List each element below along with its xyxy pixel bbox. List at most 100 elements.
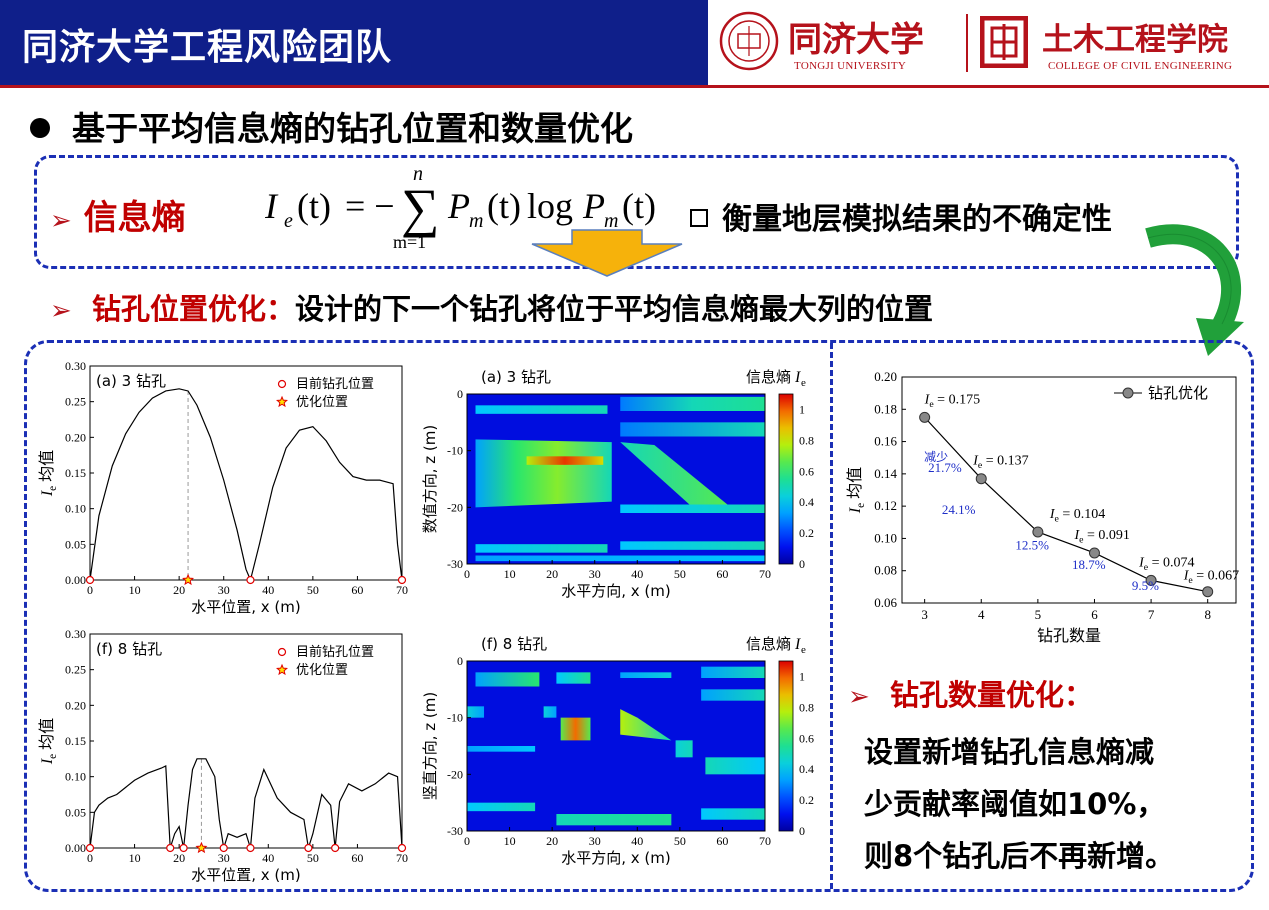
colorbar-tick-label: 0.4: [799, 495, 814, 509]
y-axis-label: Ie 均值: [38, 718, 59, 765]
colorbar-tick-label: 1: [799, 402, 805, 416]
y-tick-label: 0.08: [874, 563, 897, 578]
colorbar-label: 信息熵: [746, 635, 791, 653]
y-tick-label: -30: [447, 557, 463, 571]
x-tick-label: 40: [631, 834, 643, 848]
y-tick-label: 0: [457, 387, 463, 401]
borehole-marker: [331, 843, 340, 853]
formula-sum-top: n: [413, 163, 423, 185]
colorbar-tick-label: 0: [799, 557, 805, 571]
arrow-bullet-icon: ➢: [848, 682, 870, 712]
legend-marker-borehole: [277, 647, 287, 657]
formula-eq: = −: [345, 186, 395, 226]
colorbar: [778, 393, 794, 565]
legend-label: 钻孔优化: [1148, 384, 1208, 402]
colorbar-label: 信息熵: [746, 368, 791, 386]
x-tick-label: 40: [262, 851, 274, 865]
entropy-band: [620, 504, 765, 513]
point-label: Ie = 0.175: [924, 392, 980, 410]
civil-college-logo-icon: [980, 16, 1028, 68]
formula-log: log: [527, 186, 573, 226]
formula-ie: I: [265, 186, 279, 226]
x-tick-label: 0: [464, 834, 470, 848]
y-tick-label: 0.10: [65, 502, 86, 516]
plot-frame: [466, 393, 766, 565]
curved-arrow-icon: [1145, 224, 1244, 356]
reduction-prefix: 减少: [924, 450, 948, 464]
x-tick-label: 60: [351, 851, 363, 865]
borehole-marker: [85, 843, 95, 853]
point-label: Ie = 0.137: [972, 454, 1028, 472]
entropy-band: [475, 672, 540, 687]
colorbar-tick-label: 0.8: [799, 700, 814, 714]
y-tick-label: 0.30: [65, 359, 86, 373]
y-tick-label: 0.18: [874, 401, 897, 416]
colorbar-label-symbol: I: [794, 369, 801, 386]
entropy-band: [467, 706, 485, 718]
point-label: Ie = 0.074: [1138, 555, 1194, 573]
x-tick-label: 20: [173, 583, 185, 597]
x-tick-label: 5: [1035, 607, 1042, 622]
data-point: [1202, 586, 1214, 598]
logo-divider: [966, 14, 968, 72]
x-tick-label: 70: [396, 583, 408, 597]
optimal-marker: [195, 841, 208, 854]
y-tick-label: 0: [457, 654, 463, 668]
y-tick-label: 0.15: [65, 734, 86, 748]
x-tick-label: 50: [674, 567, 686, 581]
x-tick-label: 10: [129, 851, 141, 865]
y-tick-label: 0.06: [874, 595, 897, 610]
y-tick-label: -20: [447, 500, 463, 514]
entropy-band: [556, 814, 672, 826]
colorbar-tick-label: 0.6: [799, 464, 814, 478]
x-tick-label: 0: [87, 851, 93, 865]
entropy-band: [475, 439, 612, 508]
x-tick-label: 60: [351, 583, 363, 597]
y-tick-label: 0.30: [65, 627, 86, 641]
series-line: [89, 758, 403, 849]
quantity-line-3: 则8个钻孔后不再新增。: [864, 839, 1175, 873]
formula-t3: (t): [622, 186, 656, 226]
entropy-band: [560, 717, 591, 741]
entropy-band: [475, 544, 608, 553]
colorbar-label-sub: e: [801, 377, 806, 389]
x-tick-label: 10: [129, 583, 141, 597]
x-tick-label: 50: [674, 834, 686, 848]
sum-icon: ∑: [401, 178, 440, 238]
colorbar-tick-label: 0.2: [799, 526, 814, 540]
entropy-band: [475, 405, 608, 414]
quantity-heading: ➢ 钻孔数量优化：: [848, 672, 1093, 714]
entropy-label-text: 信息熵: [83, 198, 186, 238]
panel-label: (f) 8 钻孔: [96, 640, 162, 658]
quantity-line-2: 少贡献率阈值如10%，: [864, 787, 1166, 821]
series-line: [924, 416, 1208, 593]
legend-label-borehole: 目前钻孔位置: [296, 644, 374, 660]
team-title: 同济大学工程风险团队: [22, 27, 393, 68]
data-point: [975, 473, 987, 485]
entropy-band: [620, 442, 731, 508]
x-tick-label: 7: [1148, 607, 1155, 622]
y-tick-label: 0.14: [874, 466, 897, 481]
down-arrow-icon: [531, 229, 683, 277]
arrow-bullet-icon: ➢: [50, 206, 72, 236]
y-tick-label: 0.20: [65, 698, 86, 712]
y-tick-label: 0.05: [65, 805, 86, 819]
x-tick-label: 0: [464, 567, 470, 581]
colorbar-tick-label: 0: [799, 824, 805, 838]
main-heading-text: 基于平均信息熵的钻孔位置和数量优化: [72, 109, 633, 148]
x-tick-label: 40: [631, 567, 643, 581]
y-tick-label: 0.00: [65, 573, 86, 587]
plot-frame: [89, 365, 403, 581]
colorbar-label-symbol: I: [794, 636, 801, 653]
civil-logo-en: COLLEGE OF CIVIL ENGINEERING: [1048, 60, 1233, 72]
colorbar-tick-label: 1: [799, 669, 805, 683]
entropy-band: [467, 802, 536, 812]
y-tick-label: 0.16: [874, 434, 897, 449]
data-point: [1032, 526, 1044, 538]
entropy-band: [675, 740, 693, 758]
formula-sum-bottom: m=1: [393, 232, 426, 252]
reduction-label: 18.7%: [1072, 557, 1106, 572]
x-tick-label: 20: [173, 851, 185, 865]
entropy-band: [543, 706, 557, 718]
logo-area: 同济大学 TONGJI UNIVERSITY 土木工程学院 COLLEGE OF…: [708, 0, 1269, 85]
